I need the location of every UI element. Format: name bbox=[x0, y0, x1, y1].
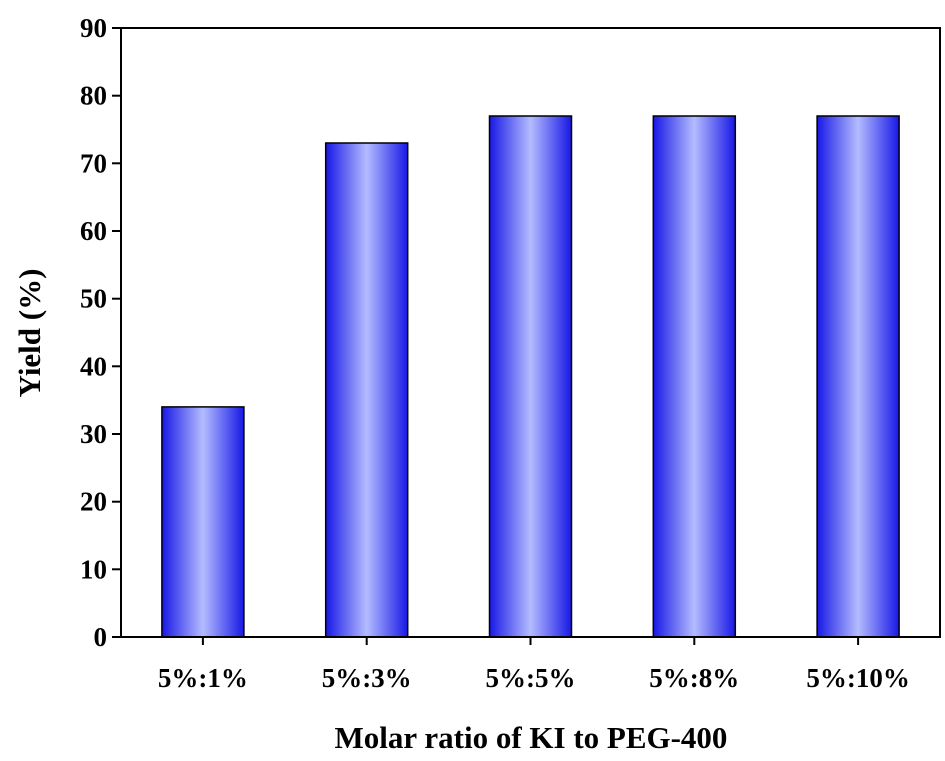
x-axis-title: Molar ratio of KI to PEG-400 bbox=[335, 720, 728, 755]
y-tick-label-6: 60 bbox=[80, 216, 107, 246]
plot-frame bbox=[120, 27, 941, 638]
y-tick-label-8: 80 bbox=[80, 81, 107, 111]
axes bbox=[112, 27, 941, 645]
y-tick-label-2: 20 bbox=[80, 487, 107, 517]
bar-2 bbox=[488, 115, 573, 638]
y-axis-title: Yield (%) bbox=[12, 269, 47, 398]
bar-4 bbox=[816, 115, 900, 638]
y-tick-label-0: 0 bbox=[94, 622, 108, 652]
y-tick-label-9: 90 bbox=[80, 13, 107, 43]
x-tick-label-1: 5%:3% bbox=[322, 663, 412, 693]
y-tick-label-1: 10 bbox=[80, 554, 107, 584]
x-tick-label-4: 5%:10% bbox=[806, 663, 910, 693]
bars bbox=[161, 115, 900, 638]
y-tick-label-7: 70 bbox=[80, 148, 107, 178]
x-tick-label-2: 5%:5% bbox=[486, 663, 576, 693]
bar-3 bbox=[652, 115, 737, 638]
y-tick-label-4: 40 bbox=[80, 351, 107, 381]
x-tick-label-3: 5%:8% bbox=[649, 663, 739, 693]
x-tick-label-0: 5%:1% bbox=[158, 663, 248, 693]
tick-labels: 5%:1% 5%:3% 5%:5% 5%:8% 5%:10% 0 10 20 30 40 50 60 7… bbox=[80, 13, 910, 693]
y-tick-label-3: 30 bbox=[80, 419, 107, 449]
bar-0 bbox=[161, 406, 245, 638]
bar-1 bbox=[324, 142, 409, 638]
y-tick-label-5: 50 bbox=[80, 284, 107, 314]
